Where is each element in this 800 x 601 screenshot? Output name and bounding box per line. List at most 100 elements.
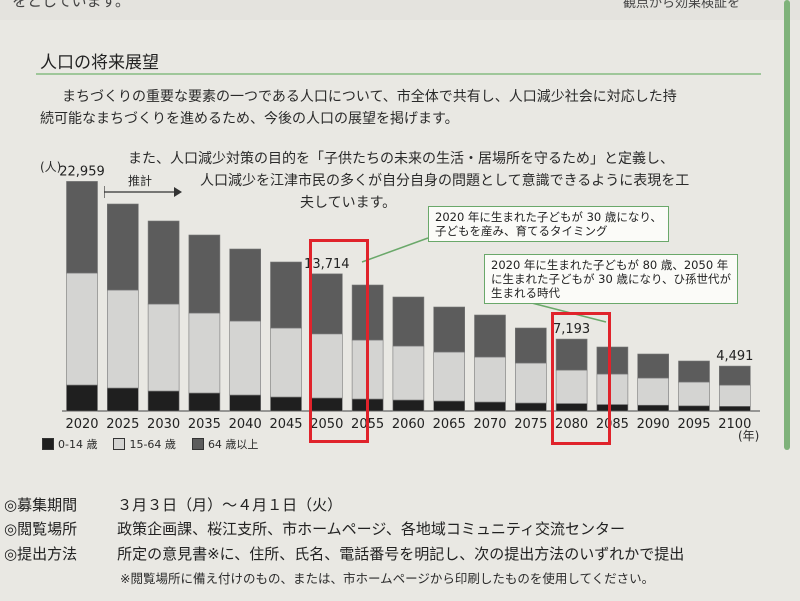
bar-2050-series-1 xyxy=(310,333,343,399)
bar-2065-series-1 xyxy=(433,351,466,402)
bar-2095-series-2 xyxy=(678,360,710,383)
bar-2035-series-0 xyxy=(188,392,221,412)
bar-2045-series-2 xyxy=(270,261,302,329)
title-underline xyxy=(36,73,761,75)
x-tick-label-2050: 2050 xyxy=(310,417,343,432)
bar-2075-series-1 xyxy=(514,362,547,404)
bar-2070-series-1 xyxy=(474,356,506,403)
bar-2020-series-2 xyxy=(66,181,98,274)
bar-2060-series-0 xyxy=(392,399,425,412)
paragraph-line-5: 夫しています。 xyxy=(300,195,397,211)
paragraph-line-3: また、人口減少対策の目的を「子供たちの未来の生活・居場所を守るため」と定義し、 xyxy=(128,151,674,167)
data-label-2020: 22,959 xyxy=(59,164,105,179)
bar-2060-series-2 xyxy=(392,296,425,347)
bar-2100-series-2 xyxy=(718,365,751,386)
y-unit-label: (人) xyxy=(40,160,62,174)
bar-2040-series-0 xyxy=(229,394,261,412)
bar-2100-series-1 xyxy=(718,384,751,407)
bar-2090-series-2 xyxy=(637,353,670,379)
legend-item-0-14: 0-14 歳 xyxy=(42,436,97,452)
x-tick-label-2080: 2080 xyxy=(555,417,588,432)
callout-2080-line-3: 生まれる時代 xyxy=(491,286,560,300)
bar-2025-series-2 xyxy=(107,203,139,291)
bar-2030-series-2 xyxy=(147,220,180,305)
bar-2085-series-1 xyxy=(596,373,629,405)
info-label-method: 提出方法 xyxy=(17,545,78,563)
bar-2070-series-0 xyxy=(474,401,506,412)
callout-2050-line-2: 子どもを産み、育てるタイミング xyxy=(435,224,608,238)
bar-2075-series-2 xyxy=(514,327,547,364)
bar-2025-series-1 xyxy=(107,289,139,389)
x-tick-label-2025: 2025 xyxy=(106,417,139,432)
legend-label-15-64: 15-64 歳 xyxy=(129,438,176,451)
cut-off-text-left: をとしています。 xyxy=(12,0,131,10)
bar-2095-series-1 xyxy=(678,381,710,407)
legend-swatch-15-64 xyxy=(113,438,126,450)
x-tick-label-2100: 2100 xyxy=(718,417,751,432)
info-row-period: ◎募集期間 ３月３日（月）～４月１日（火） xyxy=(4,494,342,515)
callout-2050: 2020 年に生まれた子どもが 30 歳になり、 子どもを産み、育てるタイミング xyxy=(428,206,669,242)
bullet-icon: ◎ xyxy=(4,545,18,563)
bar-2060-series-1 xyxy=(392,345,425,401)
legend-swatch-65-plus xyxy=(191,438,204,450)
x-tick-label-2070: 2070 xyxy=(473,417,506,432)
bar-2100-series-0 xyxy=(718,405,751,412)
highlight-2080 xyxy=(551,312,611,445)
x-tick-label-2090: 2090 xyxy=(637,417,670,432)
legend-label-0-14: 0-14 歳 xyxy=(58,438,98,451)
bar-2065-series-0 xyxy=(433,400,466,412)
cut-off-text-right: 観点から効果検証を xyxy=(622,0,740,11)
bar-2020-series-0 xyxy=(66,384,98,412)
bar-2025-series-0 xyxy=(107,387,139,412)
data-label-2050: 13,714 xyxy=(304,257,350,272)
x-tick-label-2085: 2085 xyxy=(596,417,629,432)
info-value-location: 政策企画課、桜江支所、市ホームページ、各地域コミュニティ交流センター xyxy=(117,520,625,538)
callout-pointer-2050 xyxy=(361,237,429,263)
bar-2040-series-2 xyxy=(229,248,261,322)
paragraph-line-2: 続可能なまちづくりを進めるため、今後の人口の展望を掲げます。 xyxy=(40,111,459,127)
legend-label-65-plus: 64 歳以上 xyxy=(207,438,259,451)
highlight-2050 xyxy=(309,239,369,443)
callout-2050-line-1: 2020 年に生まれた子どもが 30 歳になり、 xyxy=(435,210,662,224)
paragraph-line-4: 人口減少を江津市民の多くが自分自身の問題として意識できるように表現を工 xyxy=(200,173,690,189)
bar-2035-series-2 xyxy=(188,234,221,314)
bar-2070-series-2 xyxy=(474,314,506,358)
data-label-2100: 4,491 xyxy=(716,349,753,364)
bar-2020-series-1 xyxy=(66,272,98,386)
bar-2080-series-1 xyxy=(555,369,588,404)
bar-2035-series-1 xyxy=(188,312,221,394)
x-unit-label: (年) xyxy=(738,429,760,443)
bar-2065-series-2 xyxy=(433,306,466,353)
x-tick-label-2020: 2020 xyxy=(65,417,98,432)
x-tick-label-2035: 2035 xyxy=(188,417,221,432)
legend-item-65-plus: 64 歳以上 xyxy=(191,436,259,452)
callout-2080: 2020 年に生まれた子どもが 80 歳、2050 年 に生まれた子どもが 30… xyxy=(484,254,738,304)
page-side-rule xyxy=(784,0,790,450)
projection-label: 推計 xyxy=(128,174,153,188)
bullet-icon: ◎ xyxy=(4,496,18,514)
paragraph-line-1: まちづくりの重要な要素の一つである人口について、市全体で共有し、人口減少社会に対… xyxy=(62,89,677,105)
bar-2040-series-1 xyxy=(229,320,261,396)
bar-2090-series-1 xyxy=(637,377,670,406)
bar-2075-series-0 xyxy=(514,402,547,412)
bar-2030-series-1 xyxy=(147,303,180,392)
info-row-method: ◎提出方法 所定の意見書※に、住所、氏名、電話番号を明記し、次の提出方法のいずれか… xyxy=(4,543,684,564)
bar-2045-series-1 xyxy=(270,327,302,398)
x-tick-label-2030: 2030 xyxy=(147,417,180,432)
info-label-location: 閲覧場所 xyxy=(17,520,78,538)
callout-2080-line-2: に生まれた子どもが 30 歳になり、ひ孫世代が xyxy=(491,272,731,286)
projection-arrow-icon xyxy=(104,186,182,198)
chart-legend: 0-14 歳 15-64 歳 64 歳以上 xyxy=(42,436,258,452)
x-tick-label-2060: 2060 xyxy=(392,417,425,432)
bar-2085-series-2 xyxy=(596,346,629,375)
legend-swatch-0-14 xyxy=(42,438,54,450)
page-top-strip xyxy=(0,0,800,20)
footnote: ※閲覧場所に備え付けのもの、または、市ホームページから印刷したものを使用してくだ… xyxy=(120,571,655,586)
info-label-period: 募集期間 xyxy=(17,496,78,514)
x-tick-label-2075: 2075 xyxy=(514,417,547,432)
bar-2030-series-0 xyxy=(147,390,180,412)
info-value-method: 所定の意見書※に、住所、氏名、電話番号を明記し、次の提出方法のいずれかで提出 xyxy=(117,545,685,563)
x-tick-label-2045: 2045 xyxy=(269,417,302,432)
callout-2080-line-1: 2020 年に生まれた子どもが 80 歳、2050 年 xyxy=(491,258,729,272)
